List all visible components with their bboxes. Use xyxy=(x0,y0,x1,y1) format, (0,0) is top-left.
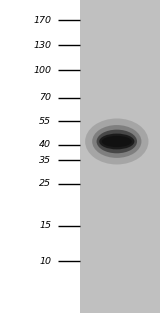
Text: 55: 55 xyxy=(39,117,51,126)
Text: 70: 70 xyxy=(39,93,51,102)
Text: 10: 10 xyxy=(39,257,51,266)
Ellipse shape xyxy=(102,136,132,147)
Text: 15: 15 xyxy=(39,222,51,230)
Text: 100: 100 xyxy=(33,66,51,75)
Ellipse shape xyxy=(85,118,148,165)
Text: 40: 40 xyxy=(39,140,51,149)
Text: 130: 130 xyxy=(33,41,51,50)
Ellipse shape xyxy=(92,125,141,158)
Text: 35: 35 xyxy=(39,156,51,165)
Text: 170: 170 xyxy=(33,16,51,25)
Ellipse shape xyxy=(97,130,137,153)
Text: 25: 25 xyxy=(39,179,51,188)
Ellipse shape xyxy=(99,134,134,149)
Bar xyxy=(80,0,160,313)
